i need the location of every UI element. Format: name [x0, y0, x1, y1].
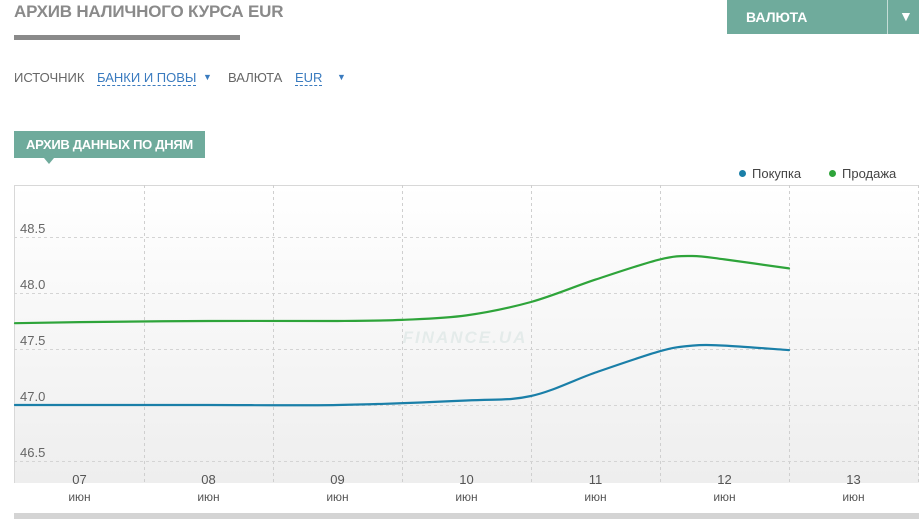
- x-tick-month: июн: [584, 490, 606, 504]
- watermark: FINANCE.UA: [403, 328, 528, 347]
- legend-label-sell: Продажа: [842, 166, 897, 181]
- legend-label-buy: Покупка: [752, 166, 802, 181]
- series-line-sell: [13, 254, 791, 325]
- sell-dot-icon: [829, 170, 836, 177]
- source-select[interactable]: БАНКИ И ПОВЫ: [97, 70, 197, 86]
- x-tick-month: июн: [326, 490, 348, 504]
- x-tick-month: июн: [197, 490, 219, 504]
- x-tick-day: 09: [330, 472, 344, 487]
- currency-select[interactable]: EUR: [295, 70, 323, 86]
- series-line-buy: [13, 343, 791, 407]
- rate-line-chart: FINANCE.UA 48.5 48.0 47.5 47.0 46.5 07 июн 08 и…: [13, 185, 919, 504]
- currency-dropdown-label: ВАЛЮТА: [746, 9, 808, 25]
- x-tick-day: 07: [72, 472, 86, 487]
- tab-pointer: [44, 158, 54, 164]
- source-label: ИСТОЧНИК: [14, 70, 85, 85]
- y-tick-label: 47.0: [20, 389, 45, 404]
- series-lines: [13, 254, 791, 407]
- x-tick-day: 10: [459, 472, 473, 487]
- y-tick-label: 48.0: [20, 277, 45, 292]
- currency-dropdown-button[interactable]: ВАЛЮТА ▼: [727, 0, 919, 34]
- y-tick-label: 48.5: [20, 221, 45, 236]
- currency-label: ВАЛЮТА: [228, 70, 283, 85]
- x-axis-labels: 07 июн 08 июн 09 июн 10 июн 11 июн 12 июн 13 июн: [68, 472, 864, 504]
- x-tick-day: 11: [589, 472, 603, 487]
- x-tick-day: 13: [846, 472, 860, 487]
- plot-background: [14, 185, 919, 483]
- button-separator: [887, 0, 888, 34]
- x-tick-month: июн: [68, 490, 90, 504]
- legend-item-sell[interactable]: Продажа: [829, 166, 896, 181]
- y-tick-label: 47.5: [20, 333, 45, 348]
- tab-daily-archive[interactable]: АРХИВ ДАННЫХ ПО ДНЯМ: [14, 131, 205, 158]
- title-underline: [14, 35, 240, 40]
- footer-strip: [14, 513, 919, 519]
- currency-chevron-down-icon[interactable]: ▼: [337, 72, 346, 82]
- x-tick-month: июн: [713, 490, 735, 504]
- x-tick-month: июн: [455, 490, 477, 504]
- source-chevron-down-icon[interactable]: ▼: [203, 72, 212, 82]
- chevron-down-icon[interactable]: ▼: [899, 8, 913, 24]
- legend-item-buy[interactable]: Покупка: [739, 166, 801, 181]
- buy-dot-icon: [739, 170, 746, 177]
- x-tick-month: июн: [842, 490, 864, 504]
- y-tick-label: 46.5: [20, 445, 45, 460]
- page-title: Архив наличного курса EUR: [14, 2, 284, 21]
- x-tick-day: 12: [717, 472, 731, 487]
- y-axis-labels: 48.5 48.0 47.5 47.0 46.5: [20, 221, 45, 460]
- x-tick-day: 08: [201, 472, 215, 487]
